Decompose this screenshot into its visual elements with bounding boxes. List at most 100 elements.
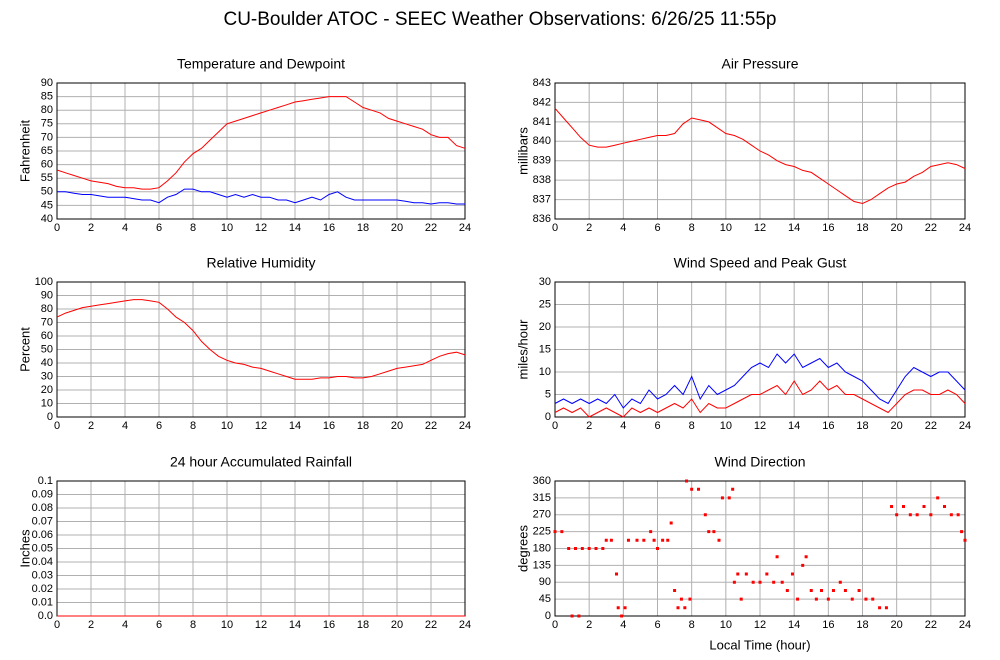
y-tick-label: 838: [533, 174, 551, 186]
x-tick-label: 24: [459, 420, 471, 432]
y-tick-label: 70: [41, 316, 53, 328]
x-tick-label: 2: [88, 222, 94, 234]
data-line: [56, 96, 466, 190]
y-tick-label: 842: [533, 96, 551, 108]
data-point: [736, 572, 740, 576]
data-point: [908, 513, 912, 517]
y-tick-label: 40: [41, 357, 53, 369]
chart-title: Air Pressure: [721, 56, 798, 72]
data-point: [649, 530, 653, 534]
chart-panel: 0 2 4 6 8 10 12 14 16 18 20 22 240.00.010.020.030.04…: [17, 454, 471, 631]
data-point: [831, 589, 835, 592]
x-tick-label: 8: [689, 619, 695, 631]
y-axis-label: degrees: [515, 525, 530, 572]
x-tick-label: 6: [654, 619, 660, 631]
y-tick-label: 837: [533, 193, 551, 205]
x-tick-label: 4: [620, 420, 626, 432]
data-point: [878, 606, 882, 610]
data-point: [809, 589, 813, 592]
data-point: [843, 589, 847, 592]
data-point: [642, 538, 646, 542]
x-tick-label: 8: [689, 222, 695, 234]
data-point: [801, 563, 805, 567]
data-point: [814, 597, 818, 601]
plot-frame: [554, 281, 966, 418]
data-point: [727, 496, 731, 500]
x-tick-label: 16: [822, 619, 834, 631]
x-tick-label: 18: [856, 619, 868, 631]
plot-frame: [554, 480, 966, 617]
data-point: [915, 513, 919, 517]
x-tick-label: 20: [391, 420, 403, 432]
x-tick-label: 16: [822, 420, 834, 432]
data-point: [864, 597, 868, 601]
x-tick-label: 22: [925, 420, 937, 432]
y-tick-label: 50: [41, 343, 53, 355]
x-tick-label: 4: [122, 222, 128, 234]
x-tick-label: 0: [552, 619, 558, 631]
x-tick-label: 18: [856, 222, 868, 234]
x-tick-label: 12: [255, 619, 267, 631]
y-tick-label: 70: [41, 131, 53, 143]
y-tick-label: 0.01: [32, 596, 53, 608]
x-tick-label: 12: [754, 222, 766, 234]
x-tick-label: 10: [221, 420, 233, 432]
data-point: [871, 597, 875, 601]
x-tick-label: 18: [357, 222, 369, 234]
y-tick-label: 65: [41, 145, 53, 157]
data-point: [616, 606, 620, 610]
plot-frame: [56, 281, 466, 418]
y-tick-label: 135: [533, 559, 551, 571]
data-point: [890, 505, 894, 508]
data-point: [609, 538, 613, 542]
y-tick-label: 100: [35, 276, 53, 288]
x-tick-label: 12: [255, 420, 267, 432]
y-tick-label: 25: [539, 298, 551, 310]
x-tick-label: 16: [323, 420, 335, 432]
y-tick-label: 315: [533, 492, 551, 504]
x-tick-label: 10: [720, 420, 732, 432]
y-tick-label: 50: [41, 186, 53, 198]
data-point: [804, 555, 808, 559]
y-tick-label: 0: [47, 411, 53, 423]
data-point: [688, 597, 692, 601]
data-point: [929, 513, 933, 517]
data-point: [661, 538, 665, 542]
data-point: [707, 530, 711, 534]
y-tick-label: 90: [41, 289, 53, 301]
data-point: [669, 521, 673, 525]
data-point: [685, 479, 689, 483]
y-tick-label: 180: [533, 542, 551, 554]
chart-title: Relative Humidity: [207, 255, 316, 271]
y-tick-label: 0.07: [32, 515, 53, 527]
x-tick-label: 2: [586, 420, 592, 432]
x-tick-label: 10: [221, 222, 233, 234]
y-axis-label: Fahrenheit: [17, 120, 32, 183]
data-point: [731, 487, 735, 491]
y-tick-label: 843: [533, 77, 551, 89]
y-tick-label: 0.03: [32, 569, 53, 581]
x-tick-label: 10: [720, 619, 732, 631]
data-point: [570, 614, 574, 618]
data-point: [673, 589, 677, 592]
x-tick-label: 0: [552, 222, 558, 234]
data-line: [554, 353, 966, 409]
plot-frame: [554, 82, 966, 220]
y-tick-label: 55: [41, 172, 53, 184]
data-line: [554, 380, 966, 418]
y-tick-label: 10: [539, 366, 551, 378]
data-line: [554, 107, 966, 205]
chart-panel: 0 2 4 6 8 10 12 14 16 18 20 22 240102030405060708090…: [17, 255, 471, 432]
y-tick-label: 0.08: [32, 502, 53, 514]
x-tick-label: 24: [459, 619, 471, 631]
x-tick-label: 24: [959, 222, 971, 234]
page-title: CU-Boulder ATOC - SEEC Weather Observati…: [223, 9, 776, 30]
y-tick-label: 60: [41, 330, 53, 342]
x-tick-label: 22: [425, 222, 437, 234]
y-tick-label: 0: [545, 411, 551, 423]
chart-title: Wind Speed and Peak Gust: [674, 255, 847, 271]
x-tick-label: 22: [925, 222, 937, 234]
x-tick-label: 0: [552, 420, 558, 432]
x-tick-label: 8: [689, 420, 695, 432]
